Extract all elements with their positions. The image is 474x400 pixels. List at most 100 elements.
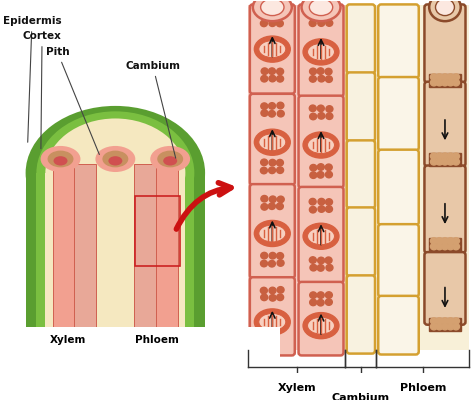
Circle shape bbox=[261, 204, 268, 210]
Circle shape bbox=[269, 294, 276, 301]
Ellipse shape bbox=[436, 0, 455, 16]
Circle shape bbox=[269, 196, 276, 202]
Circle shape bbox=[453, 323, 459, 330]
Ellipse shape bbox=[261, 0, 284, 16]
Circle shape bbox=[430, 323, 438, 330]
Circle shape bbox=[430, 74, 438, 80]
Circle shape bbox=[269, 20, 276, 26]
Circle shape bbox=[310, 292, 317, 298]
Circle shape bbox=[261, 76, 268, 82]
FancyBboxPatch shape bbox=[346, 4, 375, 73]
Circle shape bbox=[268, 110, 275, 117]
Circle shape bbox=[276, 203, 283, 210]
Circle shape bbox=[436, 153, 443, 160]
Circle shape bbox=[441, 153, 448, 160]
Circle shape bbox=[325, 292, 332, 298]
Bar bbox=[74, 164, 96, 326]
Circle shape bbox=[261, 103, 268, 110]
Circle shape bbox=[317, 105, 324, 112]
Circle shape bbox=[325, 299, 332, 305]
FancyBboxPatch shape bbox=[346, 275, 375, 354]
Circle shape bbox=[269, 103, 275, 109]
Circle shape bbox=[447, 74, 454, 80]
Circle shape bbox=[318, 198, 325, 205]
Ellipse shape bbox=[255, 36, 290, 62]
Ellipse shape bbox=[150, 146, 190, 172]
Bar bbox=[135, 196, 180, 266]
Ellipse shape bbox=[36, 111, 194, 234]
Ellipse shape bbox=[303, 223, 339, 249]
Circle shape bbox=[447, 238, 454, 244]
FancyBboxPatch shape bbox=[424, 82, 465, 166]
FancyBboxPatch shape bbox=[299, 4, 344, 96]
Circle shape bbox=[453, 243, 459, 250]
Ellipse shape bbox=[255, 309, 290, 335]
Ellipse shape bbox=[308, 44, 335, 60]
Ellipse shape bbox=[301, 0, 340, 21]
Circle shape bbox=[277, 102, 284, 109]
Circle shape bbox=[268, 68, 275, 74]
Circle shape bbox=[441, 318, 448, 324]
FancyBboxPatch shape bbox=[250, 94, 295, 185]
Circle shape bbox=[261, 159, 268, 166]
Circle shape bbox=[261, 13, 268, 19]
Ellipse shape bbox=[308, 317, 335, 334]
Ellipse shape bbox=[308, 136, 335, 154]
Ellipse shape bbox=[303, 132, 339, 158]
Circle shape bbox=[277, 68, 283, 75]
Circle shape bbox=[318, 76, 325, 82]
Circle shape bbox=[326, 12, 333, 19]
Ellipse shape bbox=[259, 225, 286, 242]
Bar bbox=[0, 326, 280, 382]
Circle shape bbox=[441, 79, 448, 86]
Circle shape bbox=[453, 79, 459, 86]
Circle shape bbox=[453, 158, 459, 165]
Bar bbox=[248, 5, 346, 350]
Circle shape bbox=[453, 74, 459, 80]
Circle shape bbox=[310, 299, 317, 306]
FancyBboxPatch shape bbox=[250, 4, 295, 94]
Circle shape bbox=[326, 206, 332, 212]
Circle shape bbox=[318, 20, 325, 26]
Circle shape bbox=[441, 243, 448, 250]
Text: Cortex: Cortex bbox=[23, 31, 62, 149]
Circle shape bbox=[268, 203, 275, 210]
Circle shape bbox=[318, 206, 325, 212]
Circle shape bbox=[441, 74, 448, 80]
Ellipse shape bbox=[95, 146, 135, 172]
Circle shape bbox=[309, 20, 316, 26]
Circle shape bbox=[317, 300, 324, 306]
Circle shape bbox=[441, 238, 448, 244]
Circle shape bbox=[447, 79, 454, 86]
Circle shape bbox=[269, 287, 276, 294]
Circle shape bbox=[317, 292, 324, 298]
Circle shape bbox=[310, 164, 317, 171]
Circle shape bbox=[277, 76, 283, 82]
Circle shape bbox=[277, 110, 284, 117]
Bar bbox=[46, 173, 185, 326]
Circle shape bbox=[441, 323, 448, 330]
Text: Pith: Pith bbox=[46, 47, 100, 154]
Circle shape bbox=[310, 264, 317, 271]
Text: Xylem: Xylem bbox=[277, 383, 316, 393]
Bar bbox=[36, 173, 194, 326]
Circle shape bbox=[326, 76, 332, 82]
Circle shape bbox=[309, 105, 316, 112]
Circle shape bbox=[310, 172, 317, 178]
Circle shape bbox=[436, 158, 443, 165]
FancyBboxPatch shape bbox=[424, 252, 465, 325]
Circle shape bbox=[453, 153, 459, 160]
FancyBboxPatch shape bbox=[250, 184, 295, 278]
Circle shape bbox=[436, 238, 443, 244]
FancyBboxPatch shape bbox=[250, 277, 295, 356]
Circle shape bbox=[326, 106, 333, 112]
Circle shape bbox=[277, 167, 283, 174]
Ellipse shape bbox=[102, 151, 128, 167]
FancyBboxPatch shape bbox=[424, 166, 465, 253]
Text: Epidermis: Epidermis bbox=[3, 16, 61, 142]
Circle shape bbox=[436, 79, 443, 86]
Ellipse shape bbox=[259, 41, 286, 58]
Circle shape bbox=[269, 252, 276, 259]
Circle shape bbox=[317, 164, 324, 170]
Text: Phloem: Phloem bbox=[400, 383, 446, 393]
